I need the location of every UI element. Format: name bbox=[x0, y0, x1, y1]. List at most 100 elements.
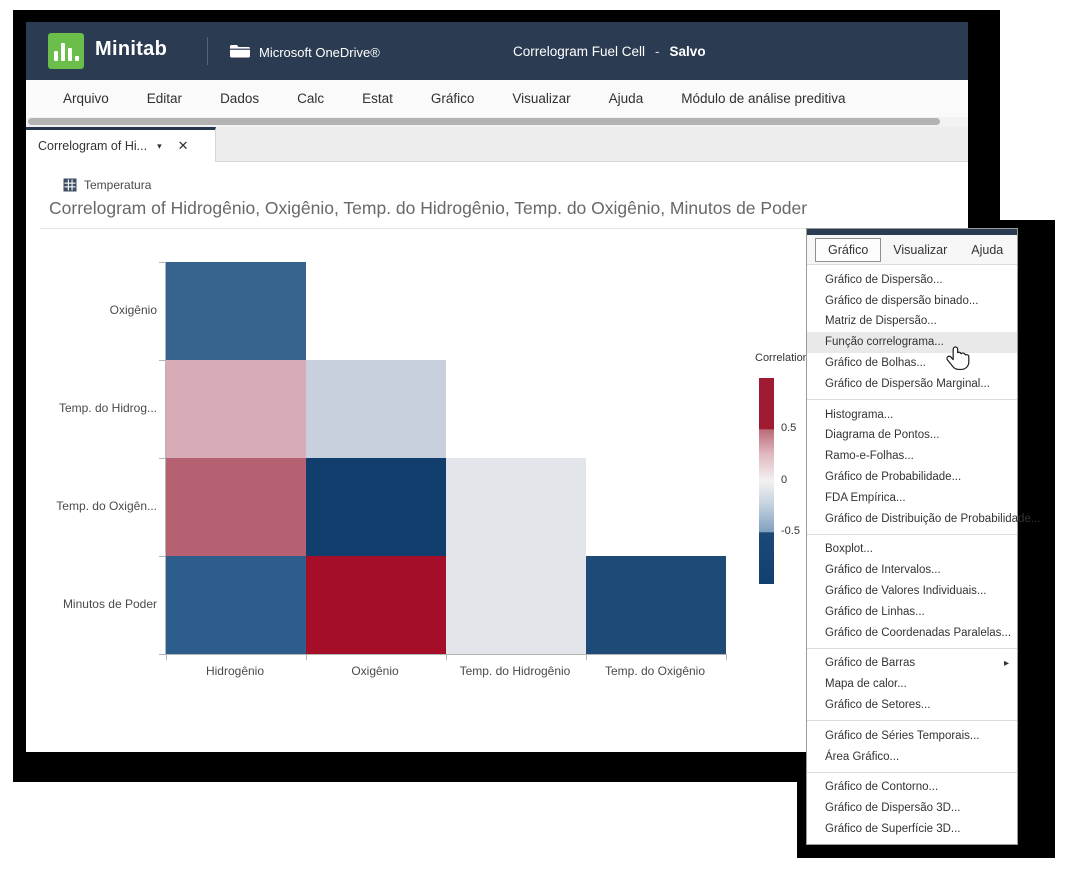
chart-title: Correlogram of Hidrogênio, Oxigênio, Tem… bbox=[49, 198, 808, 218]
menu-group: Gráfico de Dispersão... Gráfico de dispe… bbox=[807, 265, 1017, 399]
menu-item-grafico-de-barras[interactable]: Gráfico de Barras ▸ bbox=[825, 657, 1009, 670]
menu-item-matriz-de-dispersao[interactable]: Matriz de Dispersão... bbox=[825, 315, 937, 328]
menu-item-boxplot[interactable]: Boxplot... bbox=[825, 543, 873, 556]
menu-group: Histograma... Diagrama de Pontos... Ramo… bbox=[807, 398, 1041, 534]
popup-tab-row: Gráfico Visualizar Ajuda bbox=[807, 235, 1017, 265]
menu-calc[interactable]: Calc bbox=[297, 91, 325, 106]
menu-item-grafico-de-intervalos[interactable]: Gráfico de Intervalos... bbox=[825, 564, 941, 577]
menu-item-grafico-de-coordenadas-paralelas[interactable]: Gráfico de Coordenadas Paralelas... bbox=[825, 626, 1012, 639]
menu-dados[interactable]: Dados bbox=[220, 91, 260, 106]
document-tab-bar: Correlogram of Hi... ▾ ✕ bbox=[26, 127, 968, 162]
worksheet-grid-icon bbox=[63, 178, 77, 192]
heatmap-cell[interactable] bbox=[446, 458, 586, 556]
tab-label: Correlogram of Hi... bbox=[38, 139, 148, 153]
menu-group: Boxplot... Gráfico de Intervalos... Gráf… bbox=[807, 533, 1017, 648]
menu-item-grafico-de-series-temporais[interactable]: Gráfico de Séries Temporais... bbox=[825, 729, 980, 742]
legend-title: Correlation bbox=[755, 352, 809, 364]
app-header: Minitab Microsoft OneDrive® Correlogram … bbox=[26, 22, 968, 80]
save-status: Salvo bbox=[669, 44, 706, 59]
caret-down-icon[interactable]: ▾ bbox=[157, 140, 162, 151]
x-axis-label: Oxigênio bbox=[351, 664, 399, 678]
popup-tab-grafico[interactable]: Gráfico bbox=[815, 237, 882, 262]
y-axis-label: Temp. do Oxigên... bbox=[56, 499, 157, 513]
legend-colorbar bbox=[759, 378, 774, 584]
legend-tick: -0.5 bbox=[781, 525, 800, 537]
menu-group: Gráfico de Barras ▸ Mapa de calor... Gráf… bbox=[807, 647, 1017, 720]
menu-item-grafico-de-bolhas[interactable]: Gráfico de Bolhas... bbox=[825, 357, 926, 370]
y-axis-tick bbox=[159, 654, 165, 655]
menu-item-grafico-de-valores-individuais[interactable]: Gráfico de Valores Individuais... bbox=[825, 585, 987, 598]
heatmap-cell[interactable] bbox=[166, 458, 306, 556]
popup-tab-ajuda[interactable]: Ajuda bbox=[971, 242, 1004, 257]
heatmap-cell[interactable] bbox=[306, 458, 446, 556]
correlogram-plot bbox=[159, 262, 727, 660]
menu-estat[interactable]: Estat bbox=[362, 91, 393, 106]
x-axis-label: Hidrogênio bbox=[205, 664, 265, 678]
menu-item-grafico-de-probabilidade[interactable]: Gráfico de Probabilidade... bbox=[825, 471, 962, 484]
header-divider bbox=[207, 37, 208, 65]
grafico-menu-popup: Gráfico Visualizar Ajuda Gráfico de Disp… bbox=[806, 228, 1041, 845]
menu-item-funcao-correlograma[interactable]: Função correlograma... bbox=[807, 331, 1017, 353]
menu-item-grafico-de-distribuicao-de-probabilidade[interactable]: Gráfico de Distribuição de Probabilidade… bbox=[825, 512, 1041, 525]
menu-item-fda-empirica[interactable]: FDA Empírica... bbox=[825, 491, 906, 504]
close-icon[interactable]: ✕ bbox=[177, 138, 189, 153]
y-axis-label: Oxigênio bbox=[109, 303, 157, 317]
heatmap-cell[interactable] bbox=[166, 262, 306, 360]
cursor-pointer-icon bbox=[946, 346, 970, 371]
menu-item-grafico-de-linhas[interactable]: Gráfico de Linhas... bbox=[825, 605, 925, 618]
menu-arquivo[interactable]: Arquivo bbox=[63, 91, 109, 106]
menu-bar: Arquivo Editar Dados Calc Estat Gráfico … bbox=[26, 80, 968, 117]
menu-item-ramo-e-folhas[interactable]: Ramo-e-Folhas... bbox=[825, 450, 914, 463]
tab-correlogram[interactable]: Correlogram of Hi... ▾ ✕ bbox=[26, 127, 216, 162]
menu-item-area-grafico[interactable]: Área Gráfico... bbox=[825, 750, 900, 763]
heatmap-cell[interactable] bbox=[166, 556, 306, 654]
title-divider-line bbox=[40, 228, 952, 229]
worksheet-name: Temperatura bbox=[84, 178, 152, 192]
x-axis-tick bbox=[586, 654, 587, 660]
legend-tick: 0 bbox=[781, 474, 788, 486]
menu-grafico[interactable]: Gráfico bbox=[430, 91, 475, 106]
menu-item-grafico-de-setores[interactable]: Gráfico de Setores... bbox=[825, 699, 931, 712]
menu-item-grafico-de-dispersao-3d[interactable]: Gráfico de Dispersão 3D... bbox=[825, 802, 961, 815]
heatmap-cell[interactable] bbox=[306, 360, 446, 458]
x-axis-tick bbox=[306, 654, 307, 660]
x-axis-tick bbox=[166, 654, 167, 660]
menu-editar[interactable]: Editar bbox=[146, 91, 183, 106]
y-axis-tick bbox=[159, 360, 165, 361]
y-axis-tick bbox=[159, 458, 165, 459]
heatmap-cell[interactable] bbox=[446, 556, 586, 654]
menu-item-grafico-de-dispersao-marginal[interactable]: Gráfico de Dispersão Marginal... bbox=[825, 377, 990, 390]
x-axis-label: Temp. do Hidrogênio bbox=[459, 664, 571, 678]
app-name: Minitab bbox=[95, 38, 168, 60]
project-name: Correlogram Fuel Cell bbox=[513, 44, 646, 59]
worksheet-row[interactable]: Temperatura bbox=[63, 178, 151, 192]
menu-item-mapa-de-calor[interactable]: Mapa de calor... bbox=[825, 678, 907, 691]
menu-group: Gráfico de Séries Temporais... Área Gráf… bbox=[807, 719, 1017, 772]
horizontal-scrollbar[interactable] bbox=[26, 117, 968, 127]
menu-item-histograma[interactable]: Histograma... bbox=[825, 408, 894, 421]
menu-ajuda[interactable]: Ajuda bbox=[608, 91, 644, 106]
menu-modulo-analise-preditiva[interactable]: Módulo de análise preditiva bbox=[681, 91, 846, 106]
x-axis-tick bbox=[726, 654, 727, 660]
heatmap-cell[interactable] bbox=[306, 556, 446, 654]
minitab-logo-icon bbox=[48, 33, 84, 69]
y-axis-label: Temp. do Hidrog... bbox=[58, 401, 157, 415]
onedrive-link[interactable]: Microsoft OneDrive® bbox=[259, 45, 380, 60]
heatmap-cell[interactable] bbox=[586, 556, 726, 654]
menu-item-diagrama-de-pontos[interactable]: Diagrama de Pontos... bbox=[825, 429, 940, 442]
title-separator: - bbox=[655, 44, 660, 59]
horizontal-scrollbar-thumb[interactable] bbox=[28, 118, 940, 125]
x-axis-label: Temp. do Oxigênio bbox=[604, 664, 706, 678]
popup-tab-visualizar[interactable]: Visualizar bbox=[893, 242, 948, 257]
menu-item-grafico-de-contorno[interactable]: Gráfico de Contorno... bbox=[825, 781, 939, 794]
menu-group: Gráfico de Contorno... Gráfico de Disper… bbox=[807, 771, 1017, 844]
x-axis-tick bbox=[446, 654, 447, 660]
y-axis-label: Minutos de Poder bbox=[62, 597, 157, 611]
heatmap-cell[interactable] bbox=[166, 360, 306, 458]
menu-item-grafico-de-dispersao-binado[interactable]: Gráfico de dispersão binado... bbox=[825, 294, 979, 307]
menu-item-grafico-de-superficie-3d[interactable]: Gráfico de Superfície 3D... bbox=[825, 823, 961, 836]
folder-icon bbox=[230, 45, 250, 58]
menu-visualizar[interactable]: Visualizar bbox=[512, 91, 571, 106]
menu-item-grafico-de-dispersao[interactable]: Gráfico de Dispersão... bbox=[825, 273, 943, 286]
